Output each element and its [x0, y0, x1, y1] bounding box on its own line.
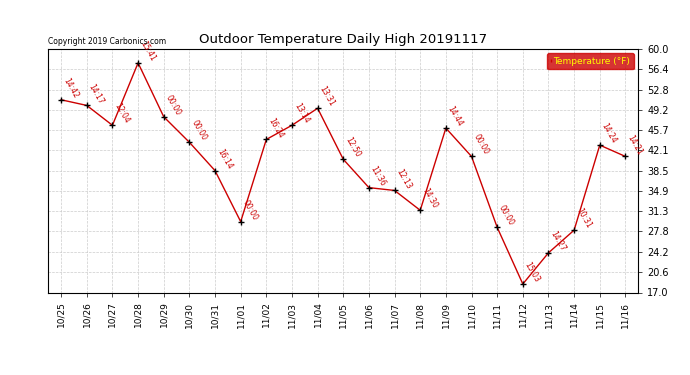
Text: 10:31: 10:31 — [574, 207, 593, 230]
Text: Copyright 2019 Carbonics.com: Copyright 2019 Carbonics.com — [48, 38, 166, 46]
Text: 12:50: 12:50 — [344, 136, 362, 159]
Text: 15:03: 15:03 — [523, 261, 542, 284]
Text: 00:00: 00:00 — [497, 204, 516, 227]
Text: 16:24: 16:24 — [266, 116, 285, 140]
Text: 12:13: 12:13 — [395, 167, 413, 190]
Text: 14:24: 14:24 — [600, 122, 618, 145]
Text: 16:14: 16:14 — [215, 147, 234, 171]
Text: 00:00: 00:00 — [241, 198, 259, 222]
Text: 14:21: 14:21 — [625, 133, 644, 156]
Text: 14:42: 14:42 — [61, 76, 80, 100]
Text: 12:04: 12:04 — [112, 102, 131, 125]
Text: 15:41: 15:41 — [138, 40, 157, 63]
Text: 13:31: 13:31 — [317, 85, 336, 108]
Text: 14:27: 14:27 — [549, 230, 567, 253]
Text: 11:36: 11:36 — [369, 164, 388, 188]
Text: 14:30: 14:30 — [420, 187, 439, 210]
Text: 14:44: 14:44 — [446, 105, 464, 128]
Legend: Temperature (°F): Temperature (°F) — [547, 53, 633, 69]
Text: 00:00: 00:00 — [471, 133, 491, 156]
Text: 13:14: 13:14 — [292, 102, 310, 125]
Text: 00:00: 00:00 — [164, 93, 183, 117]
Text: 00:00: 00:00 — [189, 119, 208, 142]
Title: Outdoor Temperature Daily High 20191117: Outdoor Temperature Daily High 20191117 — [199, 33, 487, 46]
Text: 14:17: 14:17 — [87, 82, 106, 105]
